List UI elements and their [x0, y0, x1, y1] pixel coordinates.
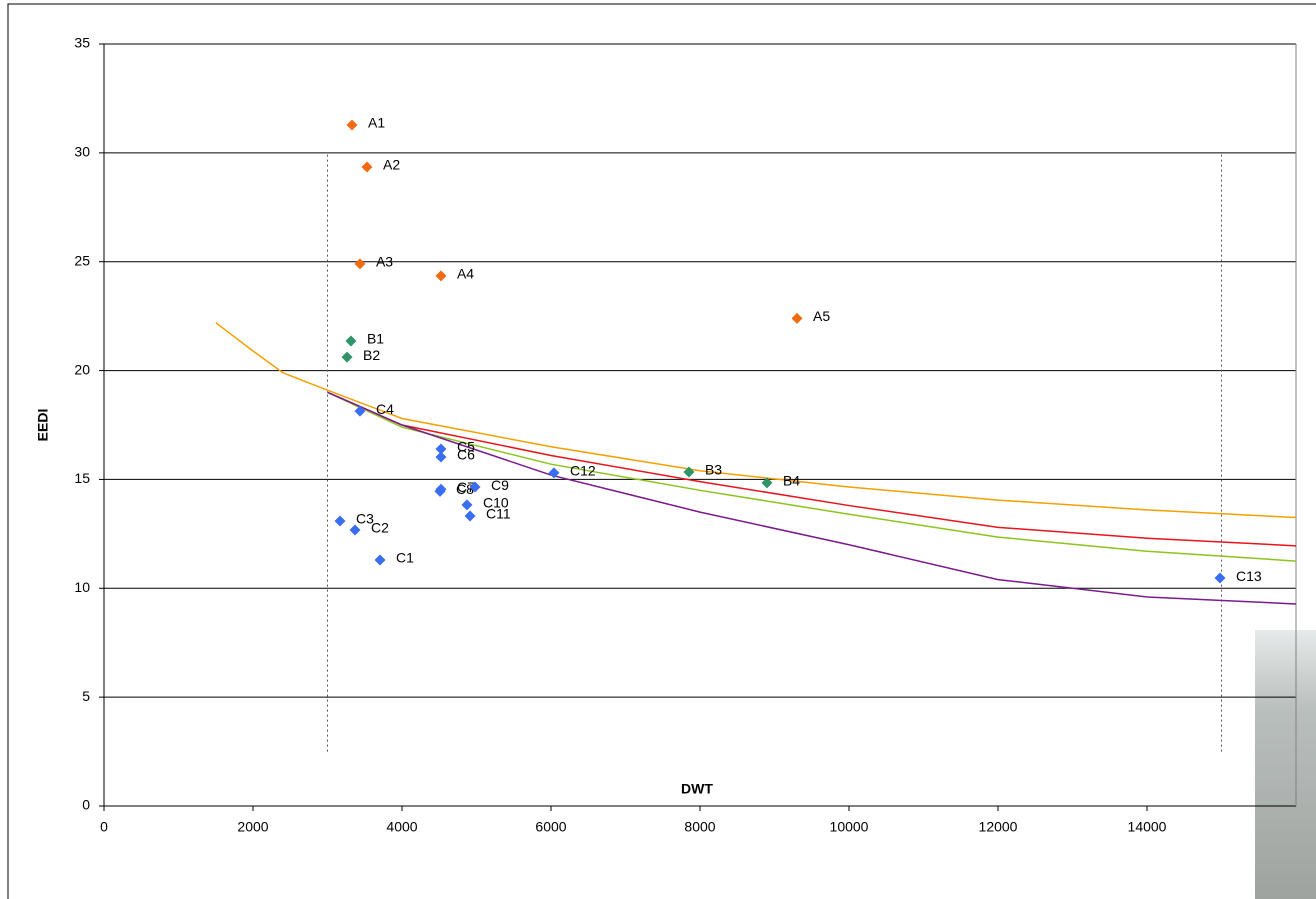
page: DWT EEDI 0 5 10 15 20 25 30 35 0 2000 4000 6000 8000… — [0, 0, 1316, 899]
x-tick-label: 6000 — [535, 819, 566, 835]
point-label: C3 — [356, 511, 374, 527]
y-axis-title: EEDI — [35, 409, 51, 442]
chart: DWT EEDI 0 5 10 15 20 25 30 35 0 2000 4000 6000 8000… — [0, 0, 1316, 899]
point-label: A3 — [376, 254, 393, 270]
point-label: B2 — [363, 347, 380, 363]
x-tick-label: 10000 — [830, 819, 869, 835]
x-tick-label: 2000 — [237, 819, 268, 835]
point-label: A2 — [383, 157, 400, 173]
point-label: C12 — [570, 463, 596, 479]
point-label: C13 — [1236, 568, 1262, 584]
x-tick-label: 14000 — [1128, 819, 1167, 835]
point-label: C8 — [456, 481, 474, 497]
x-tick-label: 8000 — [684, 819, 715, 835]
chart-frame — [8, 4, 1316, 899]
point-label: A4 — [457, 266, 474, 282]
point-label: B4 — [783, 473, 800, 489]
point-label: C4 — [376, 401, 394, 417]
point-label: A1 — [368, 115, 385, 131]
point-label: A5 — [813, 308, 830, 324]
y-tick-label: 30 — [74, 144, 90, 160]
x-tick-label: 0 — [100, 819, 108, 835]
x-axis-title: DWT — [681, 781, 713, 797]
y-tick-label: 25 — [74, 252, 90, 268]
point-label: B3 — [705, 462, 722, 478]
y-tick-label: 10 — [74, 579, 90, 595]
point-label: C6 — [457, 447, 475, 463]
y-tick-label: 20 — [74, 361, 90, 377]
x-tick-label: 4000 — [386, 819, 417, 835]
point-label: B1 — [367, 331, 384, 347]
point-label: C9 — [491, 477, 509, 493]
point-label: C1 — [396, 550, 414, 566]
y-tick-label: 0 — [82, 797, 90, 813]
x-tick-label: 12000 — [979, 819, 1018, 835]
y-tick-label: 35 — [74, 35, 90, 51]
y-tick-label: 15 — [74, 470, 90, 486]
background-photo — [1255, 630, 1316, 899]
point-label: C11 — [486, 506, 511, 522]
y-tick-label: 5 — [82, 688, 90, 704]
